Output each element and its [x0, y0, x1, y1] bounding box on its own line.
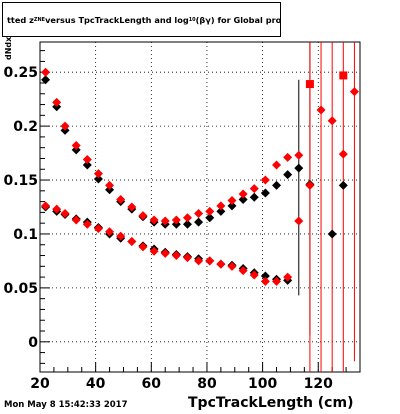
data-point-marker [82, 160, 92, 170]
y-tick-label: 0.2 [13, 119, 38, 135]
data-point-marker [305, 180, 315, 190]
data-point-marker [216, 259, 226, 269]
title-suffix: (βγ) for Global proton [195, 14, 281, 25]
data-point-marker [41, 67, 51, 77]
data-point-marker [283, 272, 293, 282]
data-point-marker [138, 242, 148, 252]
data-point-marker [93, 169, 103, 179]
data-point-marker [316, 105, 326, 115]
data-point-marker [205, 213, 215, 223]
data-point-marker [260, 175, 270, 185]
plot-frame [39, 41, 361, 373]
data-point-marker [194, 208, 204, 218]
data-point-marker [249, 192, 259, 202]
data-point-marker [52, 97, 62, 107]
y-tick-label: 0.05 [3, 281, 38, 297]
x-tick-label: 100 [248, 376, 277, 392]
data-point-marker [60, 121, 70, 131]
y-axis-title: dNdx [4, 36, 13, 60]
data-point-marker [216, 206, 226, 216]
data-point-marker [260, 276, 270, 286]
x-tick-label: 60 [142, 376, 162, 392]
x-tick-label: 80 [197, 376, 217, 392]
data-point-marker [82, 155, 92, 165]
x-axis-title: TpcTrackLength (cm) [188, 395, 354, 411]
data-point-marker [294, 216, 304, 226]
data-point-marker [93, 224, 103, 234]
data-point-marker [105, 180, 115, 190]
data-point-marker [194, 256, 204, 266]
x-tick-label: 120 [304, 376, 333, 392]
data-point-square [305, 80, 314, 89]
data-point-marker [349, 87, 359, 97]
data-point-marker [194, 217, 204, 227]
y-tick-label: 0 [28, 335, 38, 351]
x-tick-label: 40 [86, 376, 106, 392]
data-point-marker [294, 150, 304, 160]
data-point-square [339, 71, 348, 80]
title-log-subscript: 10 [188, 16, 196, 23]
data-point-marker [249, 270, 259, 280]
data-point-marker [41, 201, 51, 211]
data-point-marker [182, 253, 192, 263]
y-tick-label: 0.25 [3, 65, 38, 81]
data-point-marker [41, 75, 51, 85]
y-tick-label: 0.15 [3, 173, 38, 189]
data-point-marker [60, 208, 70, 218]
data-point-marker [71, 141, 81, 151]
data-point-marker [327, 229, 337, 239]
x-tick-label: 20 [30, 376, 50, 392]
data-point-marker [105, 227, 115, 237]
data-point-marker [260, 271, 270, 281]
data-point-marker [238, 194, 248, 204]
data-point-marker [227, 201, 237, 211]
title-subscript: ZNE [33, 16, 46, 23]
data-point-marker [216, 201, 226, 211]
data-point-marker [160, 216, 170, 226]
data-point-marker [149, 215, 159, 225]
data-point-marker [71, 215, 81, 225]
data-point-marker [283, 170, 293, 180]
data-point-marker [249, 184, 259, 194]
data-point-marker [238, 189, 248, 199]
data-point-marker [283, 152, 293, 162]
title-middle: versus TpcTrackLength and log [45, 14, 189, 25]
data-point-marker [127, 202, 137, 212]
data-point-marker [294, 163, 304, 173]
data-point-marker [116, 194, 126, 204]
data-point-marker [272, 160, 282, 170]
data-point-marker [272, 180, 282, 190]
data-point-marker [327, 116, 337, 126]
data-point-marker [127, 237, 137, 247]
data-point-marker [82, 219, 92, 229]
data-point-marker [93, 174, 103, 184]
data-point-marker [227, 261, 237, 271]
data-point-marker [238, 266, 248, 276]
data-point-marker [227, 196, 237, 206]
data-point-marker [338, 149, 348, 159]
data-point-marker [338, 180, 348, 190]
data-point-marker [116, 231, 126, 241]
data-point-marker [272, 276, 282, 286]
data-point-marker [149, 246, 159, 256]
data-point-marker [205, 206, 215, 216]
page-title: tted z ZNE versus TpcTrackLength and log 1… [2, 2, 281, 37]
data-point-marker [160, 248, 170, 258]
data-point-marker [260, 188, 270, 198]
data-point-marker [182, 219, 192, 229]
y-tick-label: 0.1 [13, 227, 38, 243]
data-point-marker [182, 213, 192, 223]
timestamp: Mon May 8 15:42:33 2017 [4, 400, 128, 410]
title-prefix: tted z [7, 14, 34, 25]
data-point-marker [171, 251, 181, 261]
data-point-marker [205, 256, 215, 266]
data-point-marker [52, 204, 62, 214]
data-point-marker [171, 215, 181, 225]
data-point-marker [138, 211, 148, 221]
